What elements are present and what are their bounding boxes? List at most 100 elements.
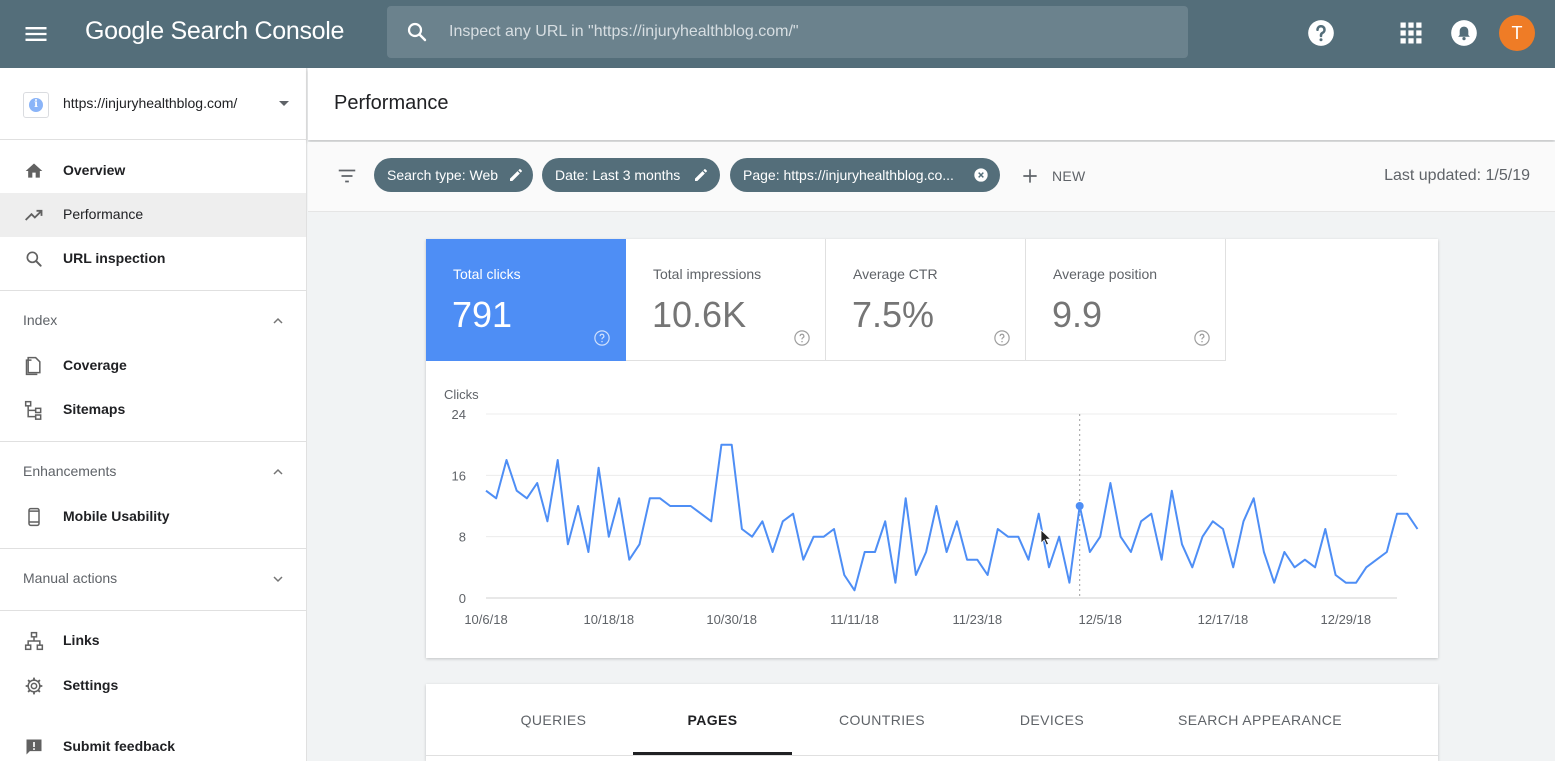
clear-circle-icon[interactable] [973, 167, 989, 183]
clicks-line-chart[interactable]: Clicks 0 8 16 24 10/6/18 10/18/18 10/30/18 11/… [426, 379, 1438, 639]
tab-pages[interactable]: PAGES [687, 712, 738, 728]
y-tick-label: 0 [459, 591, 466, 606]
x-tick-label: 10/18/18 [584, 612, 635, 627]
help-outline-icon[interactable] [993, 329, 1011, 347]
app-title[interactable]: Google Search Console [85, 17, 345, 45]
sidebar-item-coverage[interactable]: Coverage [0, 344, 306, 388]
help-icon[interactable] [1307, 19, 1335, 47]
x-tick-label: 10/30/18 [706, 612, 757, 627]
sidebar-divider [0, 441, 306, 442]
x-tick-label: 12/17/18 [1198, 612, 1249, 627]
section-header-index[interactable]: Index [0, 299, 306, 343]
series-line-clicks [485, 443, 1419, 592]
search-icon [407, 22, 427, 42]
property-info-icon: i [23, 92, 49, 118]
tabs-divider [426, 755, 1438, 756]
metric-label: Average position [1053, 266, 1158, 282]
x-tick-label: 10/6/18 [464, 612, 507, 627]
url-inspect-input[interactable] [449, 6, 1169, 58]
y-tick-label: 16 [452, 468, 466, 483]
dropdown-caret-icon [279, 101, 289, 106]
url-inspect-search[interactable] [387, 6, 1188, 58]
metric-value: 9.9 [1052, 294, 1103, 335]
section-header-manual-actions[interactable]: Manual actions [0, 557, 306, 601]
sitemap-icon [24, 400, 42, 420]
hover-point [1075, 502, 1084, 510]
edit-pencil-icon[interactable] [693, 167, 709, 183]
sidebar-item-performance[interactable]: Performance [0, 193, 306, 237]
chip-label: Search type: Web [387, 167, 499, 183]
sidebar-divider [0, 610, 306, 611]
coverage-icon [25, 356, 41, 376]
active-tab-indicator [633, 752, 792, 755]
sidebar-divider [0, 548, 306, 549]
sidebar-item-mobile-usability[interactable]: Mobile Usability [0, 495, 306, 539]
sidebar-item-label: URL inspection [63, 250, 166, 266]
trending-up-icon [25, 209, 43, 221]
sidebar-item-settings[interactable]: Settings [0, 664, 306, 708]
metric-value: 10.6K [652, 294, 747, 335]
sidebar-item-links[interactable]: Links [0, 619, 306, 663]
x-tick-label: 12/5/18 [1078, 612, 1121, 627]
sidebar: i https://injuryhealthblog.com/ Overview… [0, 68, 307, 761]
tab-countries[interactable]: COUNTRIES [838, 712, 926, 728]
edit-pencil-icon[interactable] [508, 167, 524, 183]
sidebar-item-submit-feedback[interactable]: Submit feedback [0, 725, 306, 761]
page-title: Performance [334, 92, 449, 114]
property-url: https://injuryhealthblog.com/ [63, 95, 238, 111]
chip-label: Page: https://injuryhealthblog.co... [743, 167, 954, 183]
metric-value: 7.5% [852, 294, 935, 335]
tab-queries[interactable]: QUERIES [520, 712, 587, 728]
dimension-tabs: QUERIES PAGES COUNTRIES DEVICES SEARCH A… [426, 684, 1438, 761]
sidebar-item-label: Links [63, 632, 100, 648]
tab-devices[interactable]: DEVICES [1019, 712, 1085, 728]
filter-list-icon[interactable] [336, 165, 358, 187]
help-outline-icon[interactable] [793, 329, 811, 347]
account-avatar[interactable]: T [1499, 15, 1535, 51]
sidebar-item-label: Sitemaps [63, 401, 126, 417]
sidebar-item-url-inspection[interactable]: URL inspection [0, 237, 306, 281]
home-icon [25, 163, 43, 178]
section-header-enhancements[interactable]: Enhancements [0, 450, 306, 494]
metric-average-position[interactable]: Average position 9.9 [1026, 239, 1226, 361]
filter-chip-page[interactable]: Page: https://injuryhealthblog.co... [730, 158, 1000, 192]
help-outline-icon[interactable] [593, 329, 611, 347]
tab-search-appearance[interactable]: SEARCH APPEARANCE [1178, 712, 1342, 728]
y-axis-label: Clicks [444, 387, 479, 402]
sidebar-item-sitemaps[interactable]: Sitemaps [0, 388, 306, 432]
sidebar-item-label: Overview [63, 162, 126, 178]
filter-bar: Search type: Web Date: Last 3 months Pag… [308, 142, 1555, 212]
last-updated-text: Last updated: 1/5/19 [1384, 167, 1530, 184]
links-icon [24, 631, 44, 651]
x-tick-label: 12/29/18 [1321, 612, 1372, 627]
gear-icon [25, 677, 43, 695]
menu-icon[interactable] [22, 20, 50, 48]
help-outline-icon[interactable] [1193, 329, 1211, 347]
plus-icon [1023, 169, 1037, 183]
chevron-up-icon [273, 317, 283, 324]
feedback-icon [26, 739, 42, 755]
page-header: Performance [308, 68, 1555, 140]
sidebar-item-overview[interactable]: Overview [0, 149, 306, 193]
notifications-bell-icon[interactable] [1450, 19, 1478, 47]
metric-total-impressions[interactable]: Total impressions 10.6K [626, 239, 826, 361]
metric-label: Total clicks [453, 266, 521, 282]
x-tick-label: 11/11/18 [830, 612, 879, 627]
y-tick-label: 8 [459, 530, 466, 545]
filter-chip-search-type[interactable]: Search type: Web [374, 158, 533, 192]
performance-card: Total clicks 791 Total impressions 10.6K… [426, 239, 1438, 658]
sidebar-item-label: Mobile Usability [63, 508, 170, 524]
phone-icon [28, 507, 40, 527]
property-selector[interactable]: i https://injuryhealthblog.com/ [0, 68, 306, 140]
section-label: Enhancements [23, 463, 117, 479]
section-label: Manual actions [23, 570, 118, 586]
apps-grid-icon[interactable] [1397, 19, 1425, 47]
metric-label: Average CTR [853, 266, 938, 282]
sidebar-item-label: Submit feedback [63, 738, 176, 754]
y-tick-label: 24 [452, 407, 466, 422]
section-label: Index [23, 312, 58, 328]
filter-chip-date[interactable]: Date: Last 3 months [542, 158, 720, 192]
sidebar-item-label: Coverage [63, 357, 127, 373]
metric-average-ctr[interactable]: Average CTR 7.5% [826, 239, 1026, 361]
metric-total-clicks[interactable]: Total clicks 791 [426, 239, 626, 361]
